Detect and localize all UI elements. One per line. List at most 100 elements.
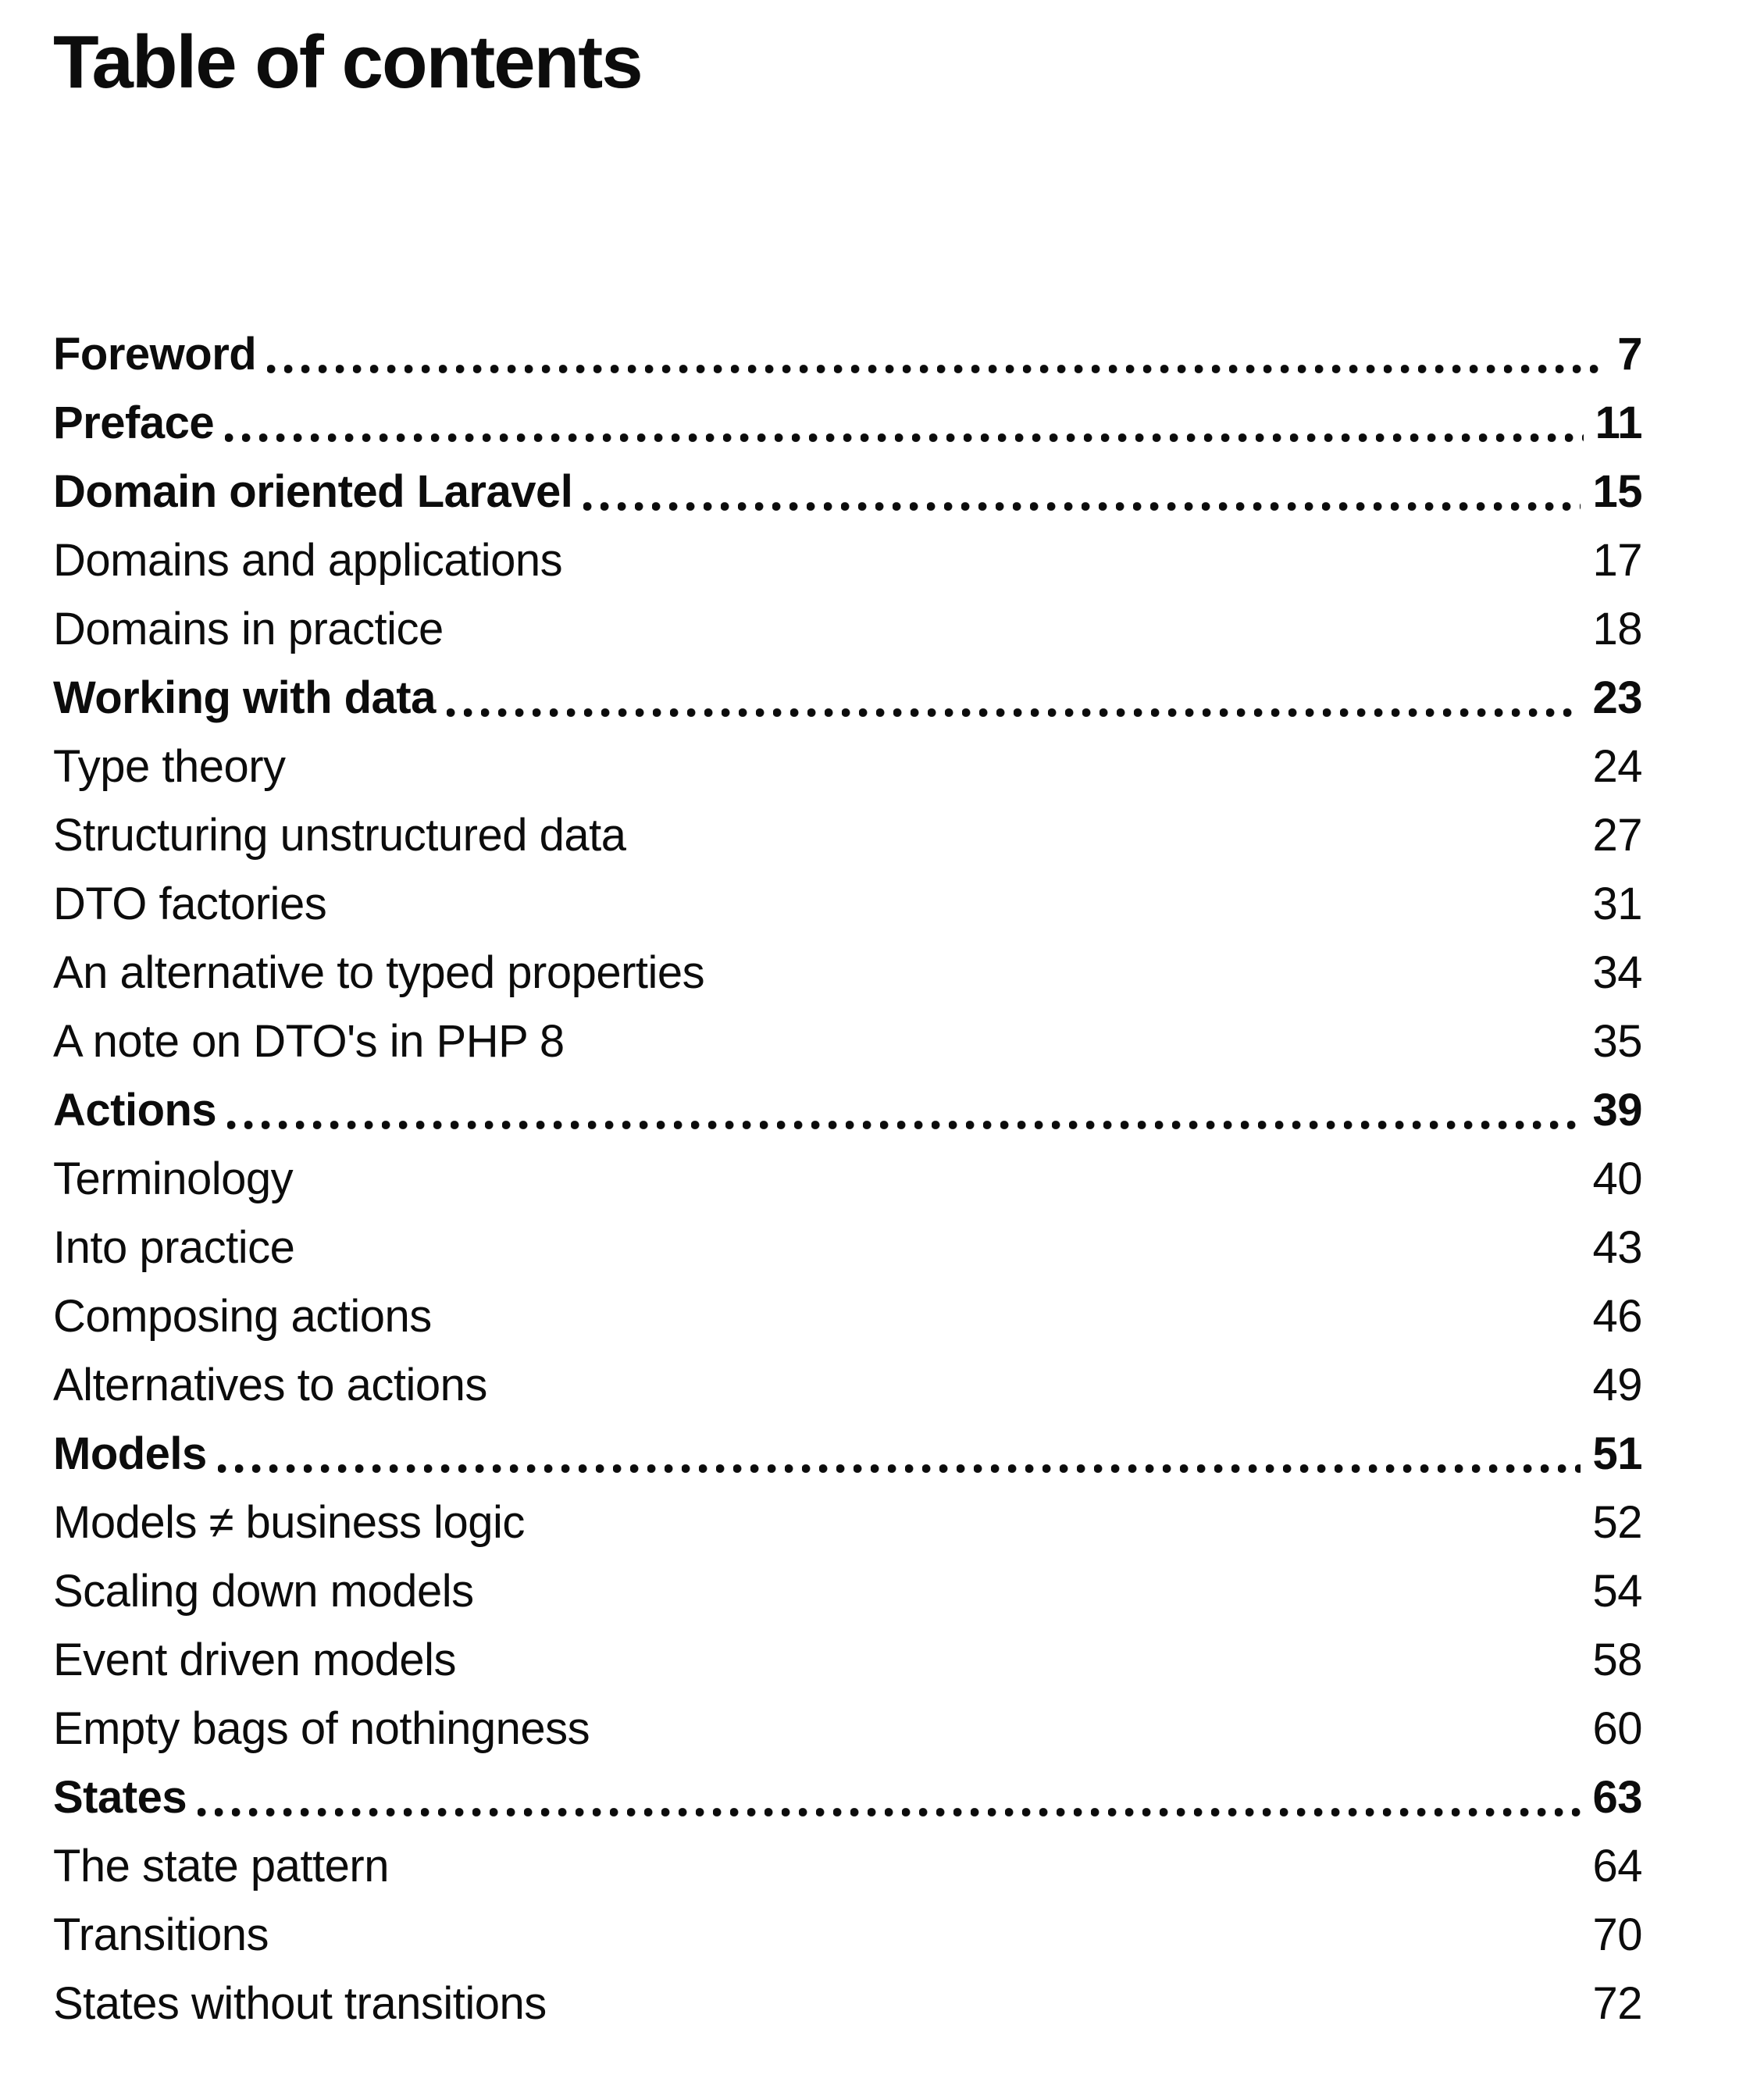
toc-row[interactable]: Empty bags of nothingness 60 (53, 1695, 1642, 1763)
toc-entry-page-number: 15 (1592, 466, 1642, 517)
toc-entry-page-number: 18 (1592, 604, 1642, 654)
toc-row[interactable]: The state pattern 64 (53, 1832, 1642, 1901)
toc-entry-label: Working with data (53, 672, 436, 723)
dot-leader (225, 389, 1584, 458)
toc-row[interactable]: Working with data 23 (53, 664, 1642, 733)
toc-entry-page-number: 64 (1592, 1841, 1642, 1891)
toc-entry-label: Domains in practice (53, 604, 444, 654)
toc-entry-page-number: 40 (1592, 1153, 1642, 1204)
dot-leader (280, 1901, 1581, 1970)
toc-row[interactable]: Into practice 43 (53, 1214, 1642, 1282)
toc-entry-page-number: 7 (1617, 329, 1642, 380)
toc-entry-label: Transitions (53, 1909, 269, 1960)
toc-entry-label: Event driven models (53, 1635, 456, 1685)
toc-row[interactable]: Domains and applications 17 (53, 526, 1642, 595)
toc-entry-page-number: 27 (1592, 810, 1642, 861)
toc-row[interactable]: Composing actions 46 (53, 1282, 1642, 1351)
toc-entry-page-number: 70 (1592, 1909, 1642, 1960)
toc-row[interactable]: Models 51 (53, 1420, 1642, 1489)
toc-entry-page-number: 54 (1592, 1566, 1642, 1617)
toc-row[interactable]: Event driven models 58 (53, 1626, 1642, 1695)
dot-leader (558, 1970, 1581, 2038)
toc-entry-page-number: 34 (1592, 947, 1642, 998)
page-title: Table of contents (53, 20, 643, 104)
toc-page: Table of contents Foreword 7 Preface 11 … (53, 0, 1643, 2100)
toc-entry-label: Composing actions (53, 1291, 432, 1342)
toc-entry-page-number: 35 (1592, 1016, 1642, 1067)
dot-leader (576, 1007, 1581, 1076)
toc-entry-label: Terminology (53, 1153, 294, 1204)
toc-row[interactable]: Terminology 40 (53, 1145, 1642, 1214)
dot-leader (227, 1076, 1581, 1145)
toc-row[interactable]: Foreword 7 (53, 320, 1642, 389)
toc-row[interactable]: Alternatives to actions 49 (53, 1351, 1642, 1420)
dot-leader (198, 1763, 1581, 1832)
toc-row[interactable]: Type theory 24 (53, 733, 1642, 801)
toc-entry-label: An alternative to typed properties (53, 947, 705, 998)
dot-leader (536, 1489, 1581, 1557)
toc-entry-label: Domain oriented Laravel (53, 466, 573, 517)
dot-leader (217, 1420, 1581, 1489)
toc-row[interactable]: Actions 39 (53, 1076, 1642, 1145)
toc-entry-label: Preface (53, 398, 215, 448)
dot-leader (443, 1282, 1581, 1351)
toc-entry-label: Scaling down models (53, 1566, 474, 1617)
toc-row[interactable]: DTO factories 31 (53, 870, 1642, 939)
toc-row[interactable]: Domains in practice 18 (53, 595, 1642, 664)
toc-entry-page-number: 43 (1592, 1222, 1642, 1273)
toc-row[interactable]: An alternative to typed properties 34 (53, 939, 1642, 1007)
toc-entry-label: Type theory (53, 741, 286, 792)
dot-leader (583, 458, 1581, 526)
toc-entry-label: Models ≠ business logic (53, 1497, 525, 1548)
dot-leader (446, 664, 1581, 733)
toc-entry-label: Structuring unstructured data (53, 810, 626, 861)
toc-entry-label: The state pattern (53, 1841, 389, 1891)
toc-entry-page-number: 31 (1592, 879, 1642, 929)
toc-entry-page-number: 11 (1595, 398, 1643, 448)
dot-leader (601, 1695, 1581, 1763)
toc-entry-label: DTO factories (53, 879, 327, 929)
toc-entry-page-number: 58 (1592, 1635, 1642, 1685)
dot-leader (337, 870, 1581, 939)
toc-entry-label: Foreword (53, 329, 257, 380)
toc-row[interactable]: States without transitions 72 (53, 1970, 1642, 2038)
toc-row[interactable]: Domain oriented Laravel 15 (53, 458, 1642, 526)
toc-entry-label: A note on DTO's in PHP 8 (53, 1016, 565, 1067)
dot-leader (467, 1626, 1581, 1695)
toc-entry-label: Alternatives to actions (53, 1360, 487, 1410)
dot-leader (454, 595, 1581, 664)
toc-entry-label: Empty bags of nothingness (53, 1703, 590, 1754)
toc-entry-label: Domains and applications (53, 535, 563, 586)
toc-list: Foreword 7 Preface 11 Domain oriented La… (53, 320, 1643, 2038)
toc-entry-page-number: 52 (1592, 1497, 1642, 1548)
toc-entry-page-number: 23 (1592, 672, 1642, 723)
toc-entry-page-number: 46 (1592, 1291, 1642, 1342)
toc-entry-page-number: 72 (1592, 1978, 1642, 2029)
toc-row[interactable]: Scaling down models 54 (53, 1557, 1642, 1626)
dot-leader (267, 320, 1606, 389)
dot-leader (305, 1214, 1581, 1282)
toc-entry-page-number: 63 (1592, 1772, 1642, 1823)
toc-entry-page-number: 51 (1592, 1428, 1642, 1479)
dot-leader (485, 1557, 1581, 1626)
toc-entry-label: Models (53, 1428, 207, 1479)
dot-leader (715, 939, 1581, 1007)
toc-row[interactable]: States 63 (53, 1763, 1642, 1832)
toc-entry-page-number: 60 (1592, 1703, 1642, 1754)
toc-entry-label: Actions (53, 1085, 217, 1136)
toc-entry-page-number: 49 (1592, 1360, 1642, 1410)
dot-leader (636, 801, 1581, 870)
toc-row[interactable]: A note on DTO's in PHP 8 35 (53, 1007, 1642, 1076)
toc-entry-page-number: 17 (1592, 535, 1642, 586)
toc-entry-label: States without transitions (53, 1978, 547, 2029)
dot-leader (498, 1351, 1581, 1420)
dot-leader (400, 1832, 1581, 1901)
toc-row[interactable]: Preface 11 (53, 389, 1643, 458)
toc-entry-page-number: 39 (1592, 1085, 1642, 1136)
toc-row[interactable]: Transitions 70 (53, 1901, 1642, 1970)
toc-entry-page-number: 24 (1592, 741, 1642, 792)
dot-leader (304, 1145, 1581, 1214)
toc-row[interactable]: Models ≠ business logic 52 (53, 1489, 1642, 1557)
toc-row[interactable]: Structuring unstructured data 27 (53, 801, 1642, 870)
